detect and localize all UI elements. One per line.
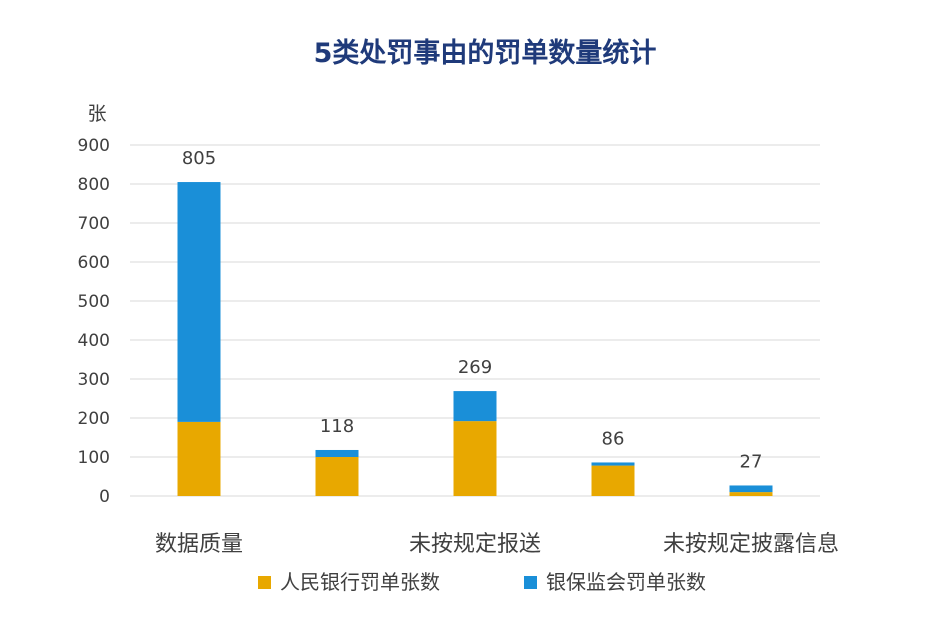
legend: 人民银行罚单张数 银保监会罚单张数 (258, 570, 706, 594)
y-tick-label: 600 (78, 253, 110, 273)
gridlines (130, 144, 820, 497)
bar-segment-pboc (729, 492, 773, 496)
chart-title: 5类处罚事由的罚单数量统计 (314, 37, 657, 69)
total-data-label: 805 (182, 148, 216, 169)
total-data-label: 86 (602, 428, 625, 449)
total-data-label: 118 (320, 416, 354, 437)
legend-label: 银保监会罚单张数 (546, 570, 706, 594)
bars (177, 182, 773, 496)
y-tick-label: 300 (78, 370, 110, 390)
bar-segment-cbirc (729, 485, 773, 493)
y-tick-label: 700 (78, 214, 110, 234)
bar-segment-pboc (591, 465, 635, 496)
total-data-label: 27 (740, 451, 763, 472)
bar-segment-cbirc (453, 391, 497, 422)
bar-segment-pboc (315, 457, 359, 496)
y-tick-label: 900 (78, 136, 110, 156)
y-tick-label: 400 (78, 331, 110, 351)
bar-segment-cbirc (177, 182, 221, 422)
y-tick-label: 0 (99, 487, 110, 507)
x-axis-ticks: 数据质量 未按规定报送 未按规定披露信息 (155, 532, 839, 557)
legend-swatch (524, 576, 537, 589)
x-tick-label: 未按规定披露信息 (663, 532, 839, 557)
bar-segment-pboc (453, 421, 497, 496)
y-axis-unit: 张 (87, 103, 106, 125)
total-data-label: 269 (458, 357, 492, 378)
x-tick-label: 数据质量 (155, 532, 243, 557)
x-tick-label: 未按规定报送 (409, 532, 541, 557)
y-tick-label: 800 (78, 175, 110, 195)
bar-segment-cbirc (591, 462, 635, 466)
legend-label: 人民银行罚单张数 (280, 570, 440, 594)
y-tick-label: 200 (78, 409, 110, 429)
y-tick-label: 100 (78, 448, 110, 468)
y-tick-label: 500 (78, 292, 110, 312)
legend-swatch (258, 576, 271, 589)
data-labels: 805 118 269 86 27 (182, 148, 763, 472)
bar-segment-cbirc (315, 449, 359, 457)
bar-segment-pboc (177, 421, 221, 496)
y-axis-ticks: 0 100 200 300 400 500 600 700 800 900 (78, 136, 110, 507)
